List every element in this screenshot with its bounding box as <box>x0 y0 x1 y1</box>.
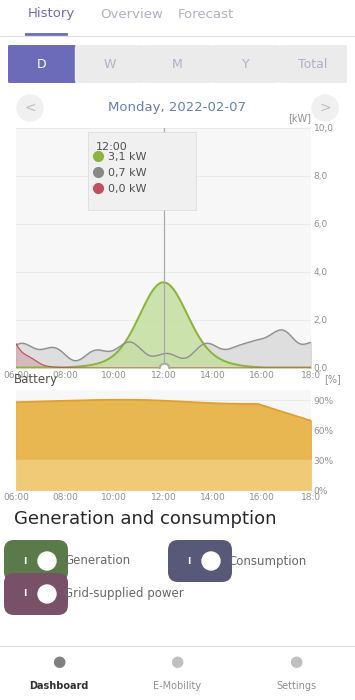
Text: Monday, 2022-02-07: Monday, 2022-02-07 <box>108 102 246 115</box>
Text: I: I <box>187 556 191 566</box>
FancyBboxPatch shape <box>7 45 77 83</box>
Text: D: D <box>37 57 47 71</box>
Text: Battery: Battery <box>14 372 58 386</box>
FancyBboxPatch shape <box>278 45 348 83</box>
FancyBboxPatch shape <box>168 540 232 582</box>
Text: I: I <box>23 556 27 566</box>
FancyBboxPatch shape <box>211 45 280 83</box>
Text: History: History <box>28 8 75 20</box>
FancyBboxPatch shape <box>143 45 212 83</box>
Text: >: > <box>319 101 331 115</box>
Circle shape <box>38 585 56 603</box>
Text: ●: ● <box>53 654 66 669</box>
Text: 12:00: 12:00 <box>96 142 128 152</box>
Text: I: I <box>23 589 27 598</box>
Text: Generation: Generation <box>64 554 130 568</box>
FancyBboxPatch shape <box>4 573 68 615</box>
Text: [kW]: [kW] <box>288 113 311 123</box>
Text: Settings: Settings <box>276 681 316 691</box>
Text: Grid-supplied power: Grid-supplied power <box>64 587 184 601</box>
Text: Consumption: Consumption <box>228 554 306 568</box>
Text: ●: ● <box>170 654 184 669</box>
Text: Overview: Overview <box>100 8 163 20</box>
Text: 3,1 kW: 3,1 kW <box>108 152 147 162</box>
Circle shape <box>17 95 43 121</box>
Text: E-Mobility: E-Mobility <box>153 681 201 691</box>
FancyBboxPatch shape <box>4 540 68 582</box>
Text: ●: ● <box>289 654 302 669</box>
Text: Generation and consumption: Generation and consumption <box>14 510 277 528</box>
Circle shape <box>312 95 338 121</box>
Circle shape <box>38 552 56 570</box>
Text: 0,0 kW: 0,0 kW <box>108 184 147 194</box>
Text: W: W <box>104 57 116 71</box>
FancyBboxPatch shape <box>75 45 144 83</box>
Text: Total: Total <box>299 57 328 71</box>
Text: <: < <box>24 101 36 115</box>
Text: Y: Y <box>241 57 249 71</box>
Circle shape <box>202 552 220 570</box>
Text: M: M <box>172 57 183 71</box>
FancyBboxPatch shape <box>88 132 196 210</box>
Text: [%]: [%] <box>324 374 341 384</box>
Text: 0,7 kW: 0,7 kW <box>108 168 147 178</box>
Text: Dashboard: Dashboard <box>29 681 89 691</box>
Text: Forecast: Forecast <box>178 8 234 20</box>
